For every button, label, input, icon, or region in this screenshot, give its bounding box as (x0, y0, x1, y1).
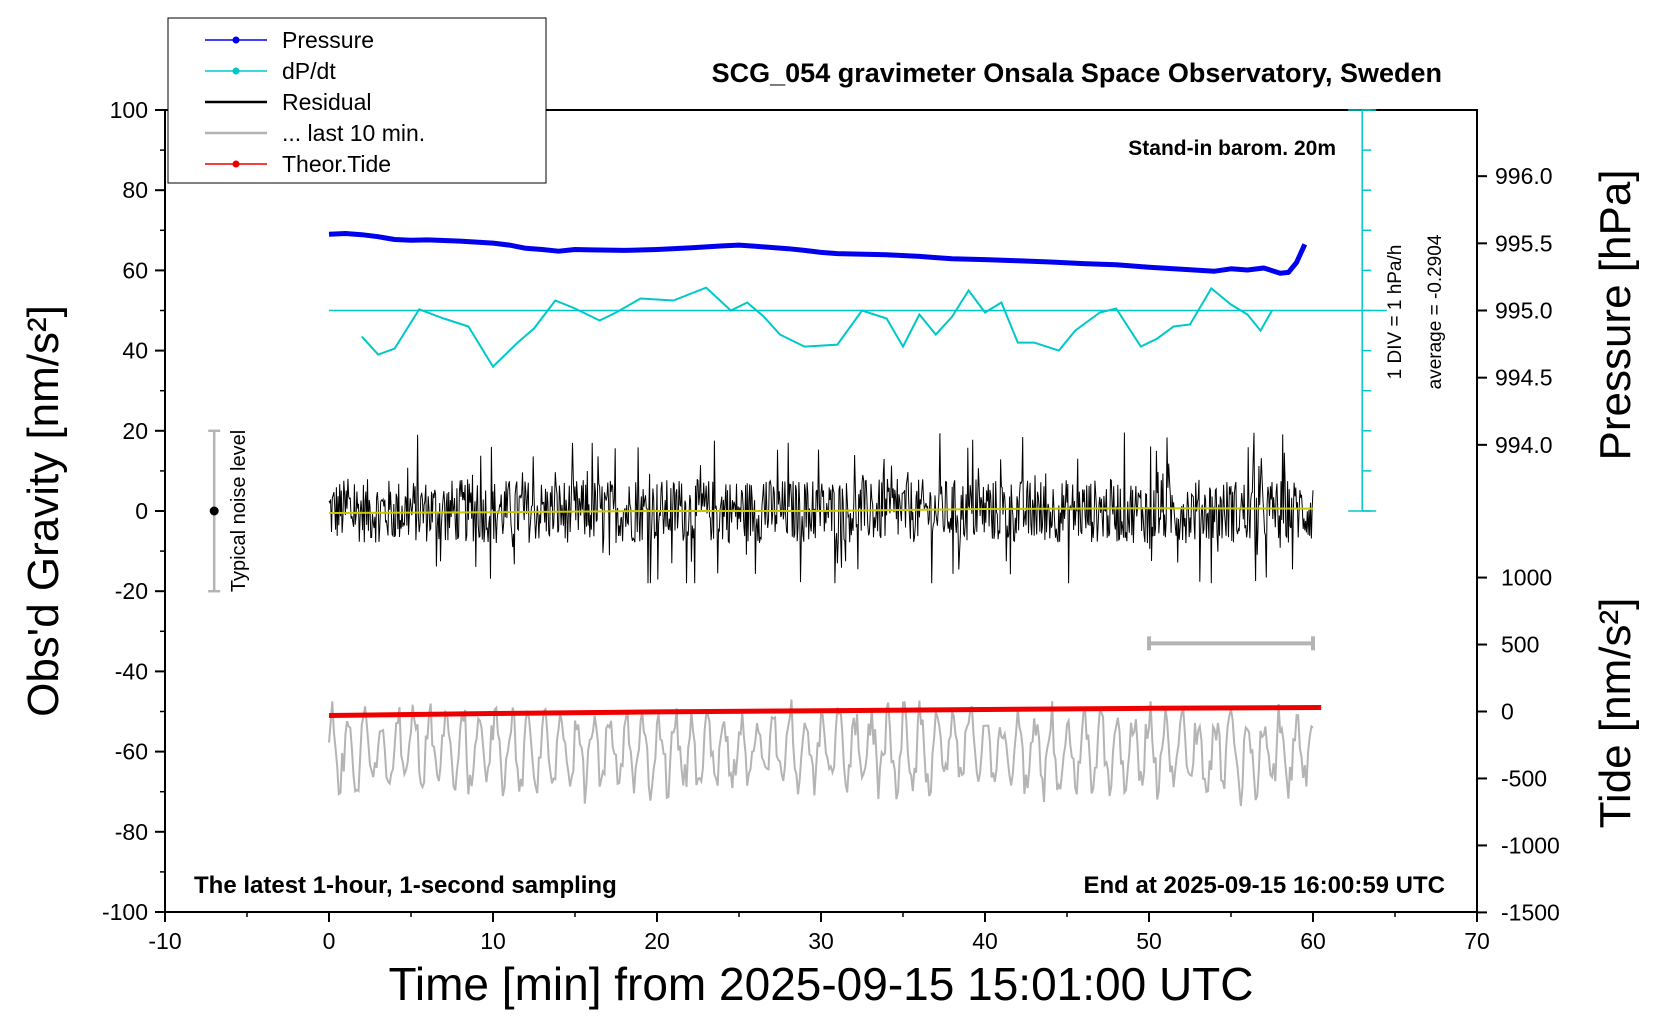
y-tick-label: 40 (122, 338, 148, 364)
noise-label: Typical noise level (228, 430, 250, 592)
legend-marker (232, 36, 240, 44)
pressure-series-line (328, 231, 1308, 276)
noise-bar-center-dot (209, 506, 219, 516)
x-tick-label: 0 (323, 928, 336, 954)
tide-tick-label: -500 (1501, 765, 1547, 791)
legend-label: Pressure (282, 27, 374, 53)
x-tick-label: 50 (1136, 928, 1162, 954)
x-axis: -10 0 10 20 30 40 50 60 70 (148, 912, 1490, 954)
dpdt-ruler (1348, 109, 1377, 512)
grey-last10-line-group (328, 699, 1314, 807)
average-label: average = -0.2904 (1425, 234, 1446, 389)
legend-label: dP/dt (282, 58, 336, 84)
residual-series-line (328, 432, 1314, 584)
div-label: 1 DIV = 1 hPa/h (1385, 245, 1406, 380)
legend-label: Residual (282, 89, 372, 115)
y-tick-label: 20 (122, 418, 148, 444)
legend: Pressure dP/dt Residual ... last 10 min. The… (167, 17, 547, 184)
y-axis-left-title: Obs'd Gravity [nm/s²] (19, 305, 68, 717)
y-tick-label: -20 (115, 578, 148, 604)
tide-tick-label: 1000 (1501, 565, 1552, 591)
pressure-axis-title: Pressure [hPa] (1591, 169, 1640, 460)
x-tick-label: 30 (808, 928, 834, 954)
pressure-axis: 994.0 994.5 995.0 995.5 996.0 (1477, 163, 1553, 458)
y-tick-label: 80 (122, 177, 148, 203)
y-tick-label: -100 (102, 899, 148, 925)
legend-box (167, 17, 547, 184)
tide-tick-label: -1500 (1501, 899, 1560, 925)
x-axis-title: Time [min] from 2025-09-15 15:01:00 UTC (389, 958, 1254, 1010)
x-tick-label: 40 (972, 928, 998, 954)
y-tick-label: 100 (110, 97, 148, 123)
y-tick-label: -80 (115, 819, 148, 845)
tide-axis-title: Tide [nm/s²] (1591, 598, 1640, 829)
x-tick-label: 60 (1300, 928, 1326, 954)
dpdt-series-line (361, 286, 1273, 369)
chart-title: SCG_054 gravimeter Onsala Space Observat… (712, 58, 1442, 88)
pressure-tick-label: 996.0 (1495, 163, 1553, 189)
tide-tick-label: 500 (1501, 632, 1539, 658)
x-tick-label: 20 (644, 928, 670, 954)
y-axis-left: -100 -80 -60 -40 -20 0 20 40 60 80 100 (102, 97, 165, 925)
pressure-tick-label: 994.0 (1495, 432, 1553, 458)
legend-marker (232, 160, 240, 168)
y-tick-label: 0 (135, 498, 148, 524)
x-tick-label: 70 (1464, 928, 1490, 954)
barometer-note: Stand-in barom. 20m (1128, 137, 1336, 160)
legend-label: ... last 10 min. (282, 120, 425, 146)
pressure-tick-label: 994.5 (1495, 365, 1553, 391)
y-tick-label: -40 (115, 658, 148, 684)
typical-noise-bar (208, 429, 221, 593)
residual-line-group (328, 432, 1314, 584)
x-tick-label: 10 (480, 928, 506, 954)
bottom-left-note: The latest 1-hour, 1-second sampling (194, 872, 617, 899)
theor-tide-series-line (328, 705, 1322, 718)
last-10-min-series-line (328, 699, 1314, 807)
y-tick-label: -60 (115, 739, 148, 765)
pressure-tick-label: 995.0 (1495, 298, 1553, 324)
tide-tick-label: -1000 (1501, 832, 1560, 858)
y-tick-label: 60 (122, 257, 148, 283)
tide-axis: -1500 -1000 -500 0 500 1000 (1477, 565, 1560, 925)
grey-scale-bar (1147, 636, 1315, 651)
x-tick-label: -10 (148, 928, 181, 954)
residual-mean-line (328, 507, 1314, 514)
tide-tick-label: 0 (1501, 699, 1514, 725)
legend-entries: Pressure dP/dt Residual ... last 10 min. The… (205, 27, 425, 177)
legend-marker (232, 67, 240, 75)
pressure-tick-label: 995.5 (1495, 230, 1553, 256)
legend-label: Theor.Tide (282, 151, 391, 177)
bottom-right-note: End at 2025-09-15 16:00:59 UTC (1084, 872, 1446, 899)
